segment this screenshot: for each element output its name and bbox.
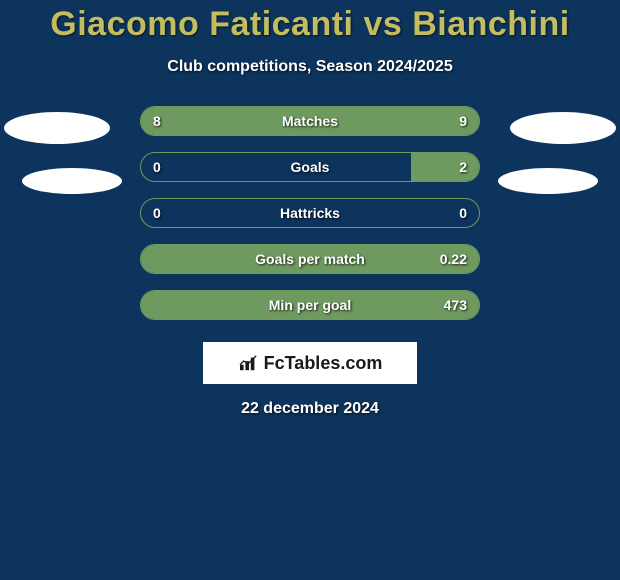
stat-value-right: 9 [459, 113, 467, 129]
stat-label: Matches [282, 113, 338, 129]
left-player-icons [4, 106, 122, 194]
stat-value-left: 8 [153, 113, 161, 129]
brand-text: FcTables.com [264, 353, 383, 374]
page-title: Giacomo Faticanti vs Bianchini [0, 5, 620, 44]
stat-label: Hattricks [280, 205, 340, 221]
stat-row: 8 Matches 9 [140, 106, 480, 136]
player-avatar-left-1 [4, 112, 110, 144]
stat-value-left: 0 [153, 159, 161, 175]
stat-value-right: 0.22 [440, 251, 467, 267]
stat-bars: 8 Matches 9 0 Goals 2 0 Hattricks 0 Goals per mat… [140, 106, 480, 320]
stat-row: 0 Hattricks 0 [140, 198, 480, 228]
stat-label: Min per goal [269, 297, 351, 313]
comparison-date: 22 december 2024 [0, 400, 620, 418]
stat-value-left: 0 [153, 205, 161, 221]
stat-value-right: 2 [459, 159, 467, 175]
brand-badge: FcTables.com [203, 342, 417, 384]
stat-row: 0 Goals 2 [140, 152, 480, 182]
stat-row: Min per goal 473 [140, 290, 480, 320]
player-avatar-left-2 [22, 168, 122, 194]
stat-value-right: 0 [459, 205, 467, 221]
brand-chart-icon [238, 354, 260, 372]
player-avatar-right-2 [498, 168, 598, 194]
stat-label: Goals per match [255, 251, 365, 267]
comparison-card: Giacomo Faticanti vs Bianchini Club comp… [0, 0, 620, 418]
stats-block: 8 Matches 9 0 Goals 2 0 Hattricks 0 Goals per mat… [0, 106, 620, 320]
stat-fill-right [411, 153, 479, 181]
stat-value-right: 473 [444, 297, 467, 313]
stat-row: Goals per match 0.22 [140, 244, 480, 274]
right-player-icons [498, 106, 616, 194]
player-avatar-right-1 [510, 112, 616, 144]
stat-label: Goals [291, 159, 330, 175]
stat-fill-left [141, 107, 300, 135]
subtitle: Club competitions, Season 2024/2025 [0, 58, 620, 76]
